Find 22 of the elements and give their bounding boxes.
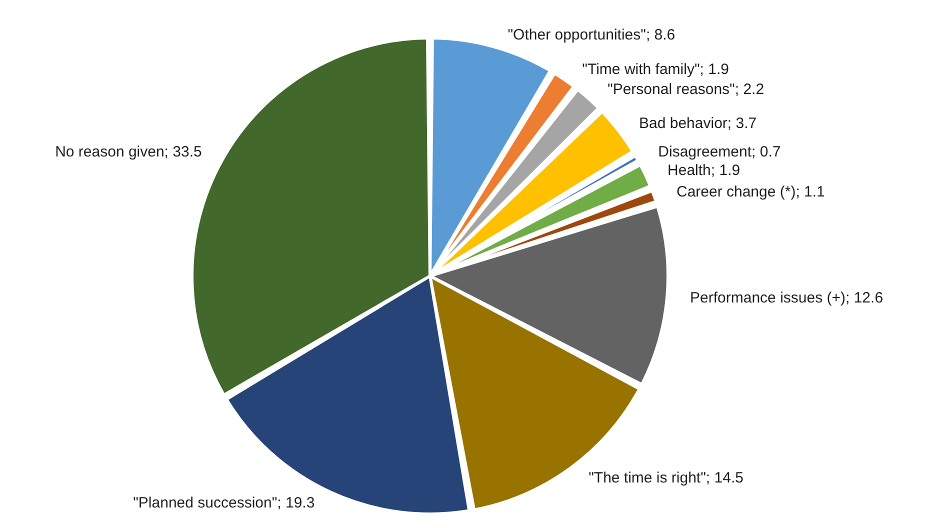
slice-label: "Personal reasons" bbox=[608, 81, 735, 98]
data-label: ; 1.1 bbox=[796, 184, 825, 201]
slice-label: "The time is right" bbox=[588, 469, 706, 486]
slice-label: "Time with family" bbox=[582, 61, 700, 78]
data-label: ; 33.5 bbox=[164, 144, 202, 161]
slice-label: "Other opportunities" bbox=[508, 26, 646, 44]
data-label: ; 3.7 bbox=[727, 114, 757, 132]
data-label: ; 14.5 bbox=[706, 469, 744, 486]
data-label: ; 1.9 bbox=[710, 162, 740, 179]
slice-label: Bad behavior bbox=[639, 114, 728, 132]
slice-label: "Planned succession" bbox=[133, 494, 278, 512]
slice-label: Performance issues (+) bbox=[690, 289, 846, 306]
data-label: ; 2.2 bbox=[734, 81, 764, 98]
data-label: ; 8.6 bbox=[646, 26, 676, 44]
data-label: ; 19.3 bbox=[277, 494, 315, 512]
slice-label: Disagreement bbox=[658, 144, 752, 161]
slice-label: Career change (*) bbox=[676, 184, 796, 201]
data-label: ; 0.7 bbox=[752, 144, 781, 161]
data-label: ; 1.9 bbox=[700, 61, 729, 78]
slice-label: No reason given bbox=[55, 144, 164, 161]
slice-label: Health bbox=[668, 162, 711, 179]
data-label: ; 12.6 bbox=[846, 289, 884, 306]
